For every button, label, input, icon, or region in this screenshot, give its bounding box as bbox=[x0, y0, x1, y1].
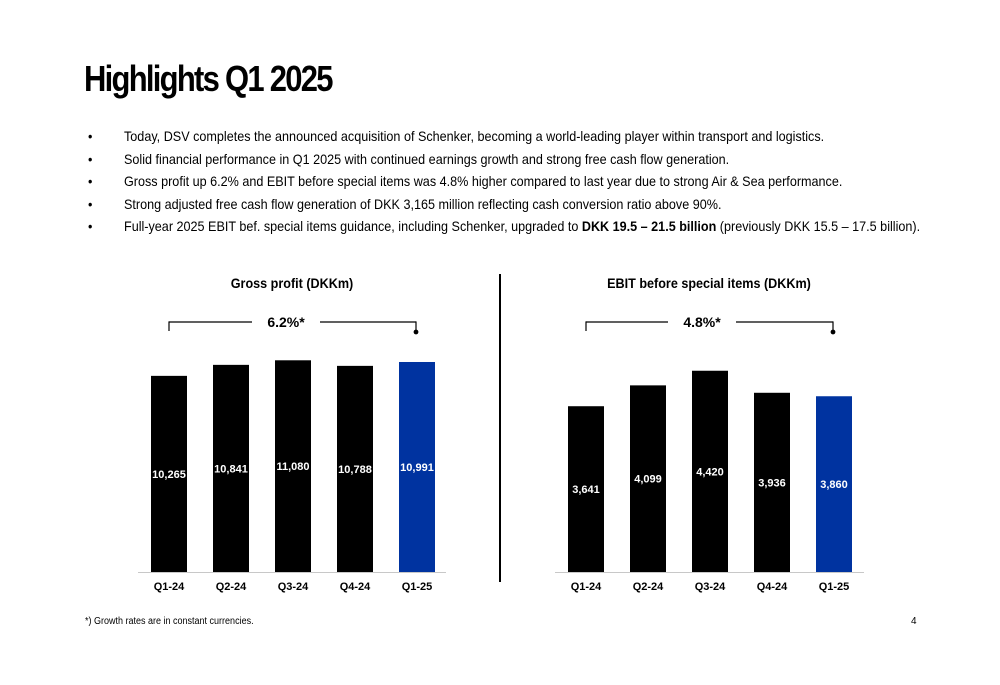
bullet-icon: • bbox=[88, 128, 93, 144]
x-tick-label: Q1-25 bbox=[819, 581, 850, 593]
list-item: • Gross profit up 6.2% and EBIT before sp… bbox=[88, 171, 898, 194]
growth-rate-label: 6.2%* bbox=[267, 314, 305, 330]
bar-Q4-24 bbox=[337, 365, 373, 572]
bullet-text-pre: Full-year 2025 EBIT bef. special items g… bbox=[124, 218, 582, 234]
bar-value-label: 4,420 bbox=[696, 466, 724, 478]
bar-value-label: 11,080 bbox=[276, 461, 309, 473]
growth-rate-label: 4.8%* bbox=[683, 314, 721, 330]
bar-Q2-24 bbox=[213, 364, 249, 572]
bar-value-label: 10,788 bbox=[338, 464, 372, 476]
bullet-icon: • bbox=[88, 150, 93, 167]
x-tick-label: Q1-24 bbox=[154, 581, 185, 593]
x-tick-label: Q1-24 bbox=[571, 581, 602, 593]
bullet-text: Strong adjusted free cash flow generatio… bbox=[124, 195, 722, 212]
bar-Q1-25 bbox=[816, 396, 852, 572]
footnote: *) Growth rates are in constant currenci… bbox=[85, 616, 254, 627]
bar-value-label: 10,265 bbox=[152, 469, 186, 481]
bar-value-label: 4,099 bbox=[634, 474, 662, 486]
x-tick-label: Q1-25 bbox=[402, 581, 433, 593]
chart-divider bbox=[499, 274, 501, 582]
list-item: • Full-year 2025 EBIT bef. special items … bbox=[88, 216, 920, 239]
bullet-text: Solid financial performance in Q1 2025 w… bbox=[124, 150, 730, 167]
highlights-list: • Today, DSV completes the announced acqu… bbox=[88, 126, 988, 239]
bar-value-label: 3,860 bbox=[820, 479, 848, 491]
page-number: 4 bbox=[911, 616, 917, 627]
bar-Q1-24 bbox=[568, 406, 604, 572]
bar-Q1-24 bbox=[151, 375, 187, 572]
bar-value-label: 3,641 bbox=[572, 484, 600, 496]
x-tick-label: Q3-24 bbox=[695, 581, 726, 593]
guidance-range: DKK 19.5 – 21.5 billion bbox=[581, 218, 717, 234]
bullet-text: Today, DSV completes the announced acqui… bbox=[124, 128, 825, 144]
bar-value-label: 10,991 bbox=[400, 462, 434, 474]
bar-Q3-24 bbox=[692, 370, 728, 572]
bullet-icon: • bbox=[88, 195, 93, 212]
x-tick-label: Q3-24 bbox=[278, 581, 309, 593]
bar-value-label: 3,936 bbox=[758, 477, 786, 489]
page-title: Highlights Q1 2025 bbox=[84, 58, 333, 99]
list-item: • Strong adjusted free cash flow generati… bbox=[88, 194, 898, 217]
bar-Q4-24 bbox=[754, 392, 790, 572]
x-tick-label: Q4-24 bbox=[757, 581, 788, 593]
x-tick-label: Q2-24 bbox=[216, 581, 247, 593]
bullet-icon: • bbox=[88, 173, 93, 189]
bar-Q3-24 bbox=[275, 360, 311, 572]
growth-arrow-dot bbox=[413, 329, 419, 335]
list-item: • Solid financial performance in Q1 2025 … bbox=[88, 149, 898, 172]
growth-arrow-dot bbox=[830, 329, 836, 335]
list-item: • Today, DSV completes the announced acqu… bbox=[88, 126, 898, 149]
gross-profit-chart-title: Gross profit (DKKm) bbox=[230, 275, 354, 291]
bar-Q1-25 bbox=[399, 361, 435, 572]
bullet-text-post: (previously DKK 15.5 – 17.5 billion). bbox=[716, 218, 921, 234]
bar-value-label: 10,841 bbox=[214, 463, 248, 475]
ebit-chart-title: EBIT before special items (DKKm) bbox=[607, 275, 811, 291]
bar-Q2-24 bbox=[630, 385, 666, 572]
bullet-text: Gross profit up 6.2% and EBIT before spe… bbox=[124, 173, 843, 189]
bullet-icon: • bbox=[88, 218, 93, 234]
x-tick-label: Q4-24 bbox=[340, 581, 371, 593]
x-tick-label: Q2-24 bbox=[633, 581, 664, 593]
